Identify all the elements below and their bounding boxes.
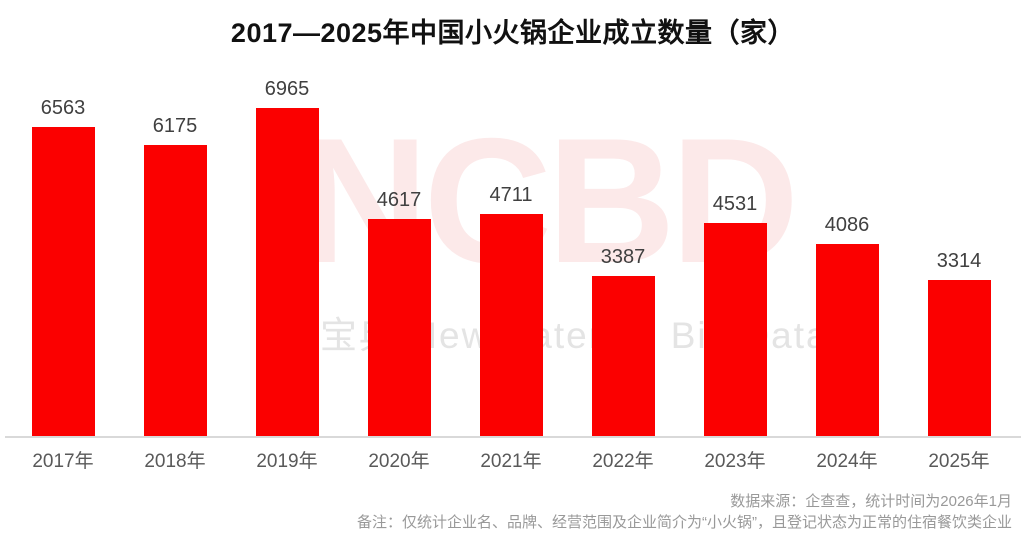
bar-2025 — [927, 280, 991, 436]
x-axis-line — [5, 436, 1021, 438]
bar-value-label: 4086 — [824, 214, 870, 236]
chart-title: 2017—2025年中国小火锅企业成立数量（家） — [230, 18, 796, 48]
bar-value-label: 6563 — [40, 97, 86, 119]
x-axis-label-2022: 2022年 — [592, 451, 654, 472]
x-axis-label-2025: 2025年 — [928, 451, 990, 472]
bar-value-label: 4531 — [712, 193, 758, 215]
bar-2017 — [31, 127, 95, 436]
bar-column-2022: 3387 — [567, 0, 679, 436]
x-axis-labels-row: 2017年 2018年 2019年 2020年 2021年 2022年 2023年 2024年… — [7, 446, 1015, 473]
x-axis-label-2020: 2020年 — [368, 451, 430, 472]
data-source-note: 数据来源：企查查，统计时间为2026年1月 — [730, 493, 1012, 510]
bar-column-2019: 6965 — [231, 0, 343, 436]
bar-value-label: 4617 — [376, 189, 422, 211]
bar-2024 — [815, 244, 879, 436]
footer-notes: 数据来源：企查查，统计时间为2026年1月 备注：仅统计企业名、品牌、经营范围及… — [357, 491, 1012, 533]
bar-value-label: 3387 — [600, 246, 646, 268]
bar-column-2021: 4711 — [455, 0, 567, 436]
bar-column-2023: 4531 — [679, 0, 791, 436]
bar-2021 — [479, 214, 543, 436]
bar-value-label: 4711 — [489, 184, 533, 206]
x-axis-label-2018: 2018年 — [144, 451, 206, 472]
remark-note: 备注：仅统计企业名、品牌、经营范围及企业简介为“小火锅”，且登记状态为正常的住宿… — [357, 514, 1012, 531]
bar-2018 — [143, 145, 207, 436]
plot-area: 6563 6175 6965 4617 4711 3387 4531 4086 3314 — [7, 0, 1015, 436]
bar-2020 — [367, 219, 431, 436]
bar-value-label: 6175 — [152, 115, 198, 137]
bar-column-2018: 6175 — [119, 0, 231, 436]
bar-column-2024: 4086 — [791, 0, 903, 436]
bar-2022 — [591, 276, 655, 436]
x-axis-label-2019: 2019年 — [256, 451, 318, 472]
bar-2023 — [703, 223, 767, 436]
bar-column-2025: 3314 — [903, 0, 1015, 436]
bar-value-label: 3314 — [936, 250, 982, 272]
bar-column-2017: 6563 — [7, 0, 119, 436]
x-axis-label-2024: 2024年 — [816, 451, 878, 472]
x-axis-label-2021: 2021年 — [480, 451, 542, 472]
x-axis-label-2023: 2023年 — [704, 451, 766, 472]
bar-value-label: 6965 — [264, 78, 310, 100]
bar-2019 — [255, 108, 319, 436]
bar-column-2020: 4617 — [343, 0, 455, 436]
x-axis-label-2017: 2017年 — [32, 451, 94, 472]
